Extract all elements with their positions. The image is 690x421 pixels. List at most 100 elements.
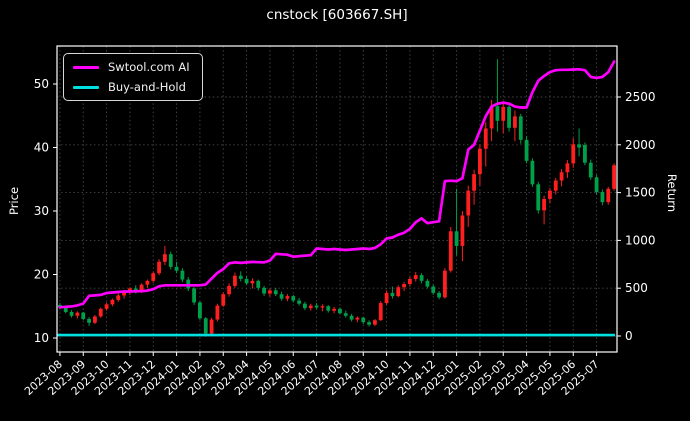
price-candle: [303, 303, 307, 309]
price-candle: [355, 317, 360, 320]
price-candle: [448, 231, 453, 271]
price-candle: [93, 316, 97, 323]
price-candle: [373, 320, 377, 325]
price-candle: [513, 116, 517, 128]
price-candle: [402, 284, 406, 288]
price-candle: [553, 180, 558, 191]
price-candle: [384, 292, 389, 304]
price-candle: [443, 270, 447, 298]
price-candle: [98, 308, 103, 317]
price-candle: [87, 318, 91, 323]
price-candle: [308, 305, 313, 309]
ai-line-swatch-icon: [73, 65, 99, 69]
price-candle: [75, 312, 80, 316]
price-candle: [343, 313, 348, 316]
price-candle: [279, 294, 284, 299]
price-candle: [209, 319, 214, 334]
return-tick-label: 0: [625, 329, 633, 343]
return-tick-label: 1500: [625, 186, 656, 200]
price-tick-label: 40: [34, 141, 49, 155]
price-candle: [244, 278, 249, 284]
price-candle: [565, 163, 570, 173]
price-candle: [145, 280, 150, 285]
price-candle: [483, 128, 488, 149]
return-tick-label: 2500: [625, 90, 656, 104]
price-candle: [460, 215, 465, 246]
price-candle: [285, 296, 290, 299]
buyhold-line-swatch-icon: [73, 85, 99, 89]
price-candle: [297, 300, 301, 304]
price-candle: [413, 275, 418, 279]
price-candle: [518, 116, 523, 140]
price-tick-label: 10: [34, 331, 49, 345]
price-candle: [571, 144, 576, 164]
price-candle: [489, 106, 494, 129]
price-candle: [198, 302, 202, 319]
price-candle: [256, 280, 261, 288]
price-candle: [139, 284, 144, 292]
price-candle: [116, 295, 121, 300]
price-candle: [227, 285, 231, 295]
price-candle: [250, 280, 255, 284]
price-candle: [332, 308, 336, 311]
price-candle: [151, 273, 156, 281]
price-candle: [390, 292, 395, 297]
price-candle: [396, 287, 401, 297]
price-candle: [524, 139, 529, 161]
price-candle: [268, 290, 272, 294]
price-candle: [203, 318, 208, 334]
price-candle: [367, 322, 371, 325]
legend-label-buyhold: Buy-and-Hold: [108, 80, 186, 94]
price-candle: [291, 296, 296, 301]
price-candle: [262, 287, 266, 294]
price-tick-label: 30: [34, 204, 49, 218]
legend: Swtool.com AI Buy-and-Hold: [63, 53, 203, 101]
price-candle: [174, 266, 179, 271]
return-tick-label: 500: [625, 281, 648, 295]
y-axis-label-price: Price: [7, 186, 21, 216]
price-candle: [466, 190, 471, 216]
price-candle: [408, 278, 412, 285]
price-candle: [536, 184, 541, 211]
chart-title: cnstock [603667.SH]: [266, 7, 408, 23]
ai-return-line: [58, 60, 616, 309]
price-candle: [104, 304, 109, 309]
price-tick-label: 20: [34, 268, 49, 282]
price-candle: [472, 174, 476, 191]
price-candle: [431, 286, 436, 293]
price-candle: [425, 280, 430, 287]
price-candle: [437, 292, 441, 298]
legend-item-ai: Swtool.com AI: [73, 60, 190, 74]
price-candle: [63, 307, 68, 312]
legend-label-ai: Swtool.com AI: [108, 60, 190, 74]
y-axis-label-return: Return: [665, 173, 679, 213]
price-candle: [157, 261, 161, 274]
legend-item-buyhold: Buy-and-Hold: [73, 80, 190, 94]
price-candle: [326, 306, 331, 311]
price-candle: [168, 254, 173, 267]
price-candle: [338, 308, 342, 314]
price-candle: [110, 299, 115, 305]
price-candle: [588, 162, 593, 178]
price-candle: [419, 275, 424, 281]
price-candle: [600, 191, 605, 203]
price-candle: [577, 144, 581, 148]
price-candle: [495, 106, 500, 121]
return-tick-label: 2000: [625, 138, 656, 152]
price-candle: [314, 305, 319, 308]
price-candle: [501, 106, 506, 121]
price-candle: [478, 148, 482, 175]
price-candle: [583, 144, 587, 163]
price-candle: [238, 275, 243, 279]
price-candle: [559, 172, 564, 181]
price-candle: [192, 288, 196, 303]
price-candle: [612, 165, 616, 189]
price-candle: [361, 317, 366, 323]
price-candle: [69, 311, 74, 316]
price-candle: [320, 306, 325, 308]
price-candle: [548, 190, 552, 199]
price-candle: [81, 312, 86, 319]
price-candle: [122, 292, 126, 296]
